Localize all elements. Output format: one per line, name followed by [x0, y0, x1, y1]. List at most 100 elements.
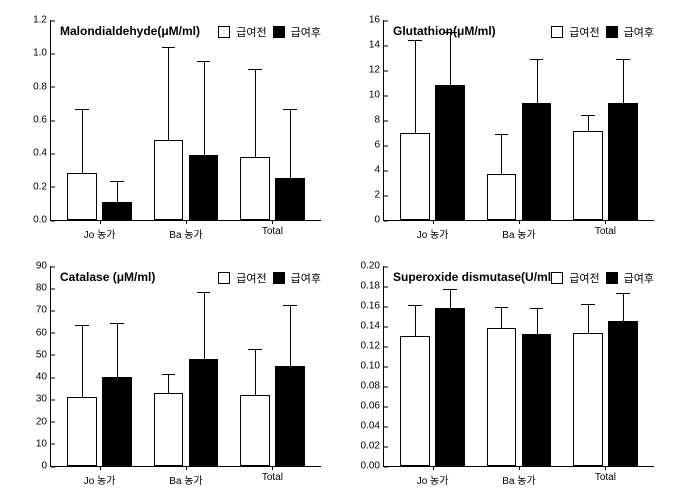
sod-errorbar	[415, 306, 416, 336]
cat-xlabel: Jo 농가	[84, 466, 116, 487]
cat-plot: 0102030405060708090Jo 농가Ba 농가Total	[50, 266, 321, 467]
gsh-ytick: 8	[374, 115, 384, 126]
cat-errorbar	[117, 324, 118, 377]
sod-plot: 0.000.020.040.060.080.100.120.140.160.18…	[383, 266, 654, 467]
gsh-errorcap	[616, 59, 630, 60]
mda-errorcap	[162, 47, 176, 48]
gsh-ytick: 10	[369, 90, 384, 101]
legend-label-before: 급여전	[236, 270, 266, 286]
cat-errorcap	[162, 374, 176, 375]
cat-ytick: 20	[36, 416, 51, 427]
gsh-errorcap	[581, 115, 595, 116]
sod-title: Superoxide dismutase(U/ml)	[393, 270, 555, 284]
gsh-bar-after	[608, 103, 638, 221]
gsh-plot: 0246810121416Jo 농가Ba 농가Total	[383, 20, 654, 221]
gsh-ytick: 16	[369, 15, 384, 26]
mda-ytick: 0.2	[33, 181, 51, 192]
mda-errorcap	[110, 181, 124, 182]
sod-bar-after	[608, 321, 638, 466]
legend-swatch-after	[273, 26, 285, 38]
cat-ytick: 80	[36, 283, 51, 294]
legend-swatch-before	[218, 26, 230, 38]
cat-xlabel: Ba 농가	[169, 466, 202, 487]
panel-cat: 0102030405060708090Jo 농가Ba 농가TotalCatala…	[10, 256, 333, 492]
sod-errorcap	[530, 308, 544, 309]
cat-ytick: 0	[41, 461, 51, 472]
sod-errorcap	[443, 289, 457, 290]
cat-xlabel: Total	[262, 466, 283, 483]
sod-errorcap	[408, 305, 422, 306]
cat-errorbar	[255, 350, 256, 394]
sod-errorbar	[588, 305, 589, 333]
mda-errorbar	[255, 70, 256, 157]
mda-bar-before	[154, 140, 184, 220]
panel-mda: 0.00.20.40.60.81.01.2Jo 농가Ba 농가TotalMalo…	[10, 10, 333, 246]
mda-errorcap	[248, 69, 262, 70]
sod-ytick: 0.20	[361, 261, 384, 272]
gsh-ytick: 6	[374, 140, 384, 151]
mda-xlabel: Ba 농가	[169, 220, 202, 241]
legend-swatch-before	[551, 26, 563, 38]
mda-errorcap	[75, 109, 89, 110]
sod-errorbar	[537, 309, 538, 334]
sod-ytick: 0.02	[361, 441, 384, 452]
sod-bar-before	[487, 328, 517, 466]
cat-bar-after	[189, 359, 219, 466]
cat-bar-after	[102, 377, 132, 466]
legend-swatch-before	[551, 272, 563, 284]
mda-bar-after	[102, 202, 132, 220]
cat-legend: 급여전급여후	[218, 270, 321, 286]
mda-legend: 급여전급여후	[218, 24, 321, 40]
gsh-bar-before	[573, 131, 603, 220]
sod-ytick: 0.00	[361, 461, 384, 472]
mda-errorbar	[117, 182, 118, 202]
gsh-ytick: 4	[374, 165, 384, 176]
gsh-errorbar	[588, 116, 589, 131]
sod-ytick: 0.12	[361, 341, 384, 352]
cat-bar-before	[240, 395, 270, 466]
mda-ytick: 1.0	[33, 48, 51, 59]
mda-errorbar	[82, 110, 83, 173]
sod-bar-after	[522, 334, 552, 466]
mda-bar-after	[189, 155, 219, 220]
sod-ytick: 0.10	[361, 361, 384, 372]
gsh-errorcap	[530, 59, 544, 60]
cat-ytick: 40	[36, 372, 51, 383]
mda-xlabel: Jo 농가	[84, 220, 116, 241]
cat-title: Catalase (μM/ml)	[60, 270, 155, 284]
mda-plot: 0.00.20.40.60.81.01.2Jo 농가Ba 농가Total	[50, 20, 321, 221]
legend-swatch-before	[218, 272, 230, 284]
gsh-errorbar	[450, 33, 451, 86]
gsh-bar-before	[487, 174, 517, 220]
sod-bar-after	[435, 308, 465, 466]
legend-swatch-after	[606, 272, 618, 284]
sod-ytick: 0.04	[361, 421, 384, 432]
panel-sod: 0.000.020.040.060.080.100.120.140.160.18…	[343, 256, 666, 492]
cat-ytick: 30	[36, 394, 51, 405]
mda-bar-before	[240, 157, 270, 220]
gsh-errorbar	[623, 60, 624, 103]
cat-errorbar	[290, 306, 291, 366]
mda-ytick: 0.6	[33, 115, 51, 126]
cat-errorbar	[82, 326, 83, 397]
cat-errorbar	[204, 293, 205, 360]
cat-ytick: 60	[36, 327, 51, 338]
sod-bar-before	[400, 336, 430, 466]
legend-label-before: 급여전	[236, 24, 266, 40]
sod-xlabel: Ba 농가	[502, 466, 535, 487]
cat-bar-before	[67, 397, 97, 466]
sod-xlabel: Total	[595, 466, 616, 483]
gsh-legend: 급여전급여후	[551, 24, 654, 40]
gsh-errorcap	[495, 134, 509, 135]
cat-errorcap	[110, 323, 124, 324]
mda-ytick: 0.0	[33, 215, 51, 226]
mda-errorbar	[168, 48, 169, 140]
gsh-errorbar	[501, 135, 502, 174]
cat-bar-before	[154, 393, 184, 466]
gsh-errorcap	[408, 40, 422, 41]
gsh-bar-before	[400, 133, 430, 221]
cat-ytick: 70	[36, 305, 51, 316]
mda-errorbar	[204, 62, 205, 155]
sod-errorcap	[581, 304, 595, 305]
gsh-ytick: 0	[374, 215, 384, 226]
